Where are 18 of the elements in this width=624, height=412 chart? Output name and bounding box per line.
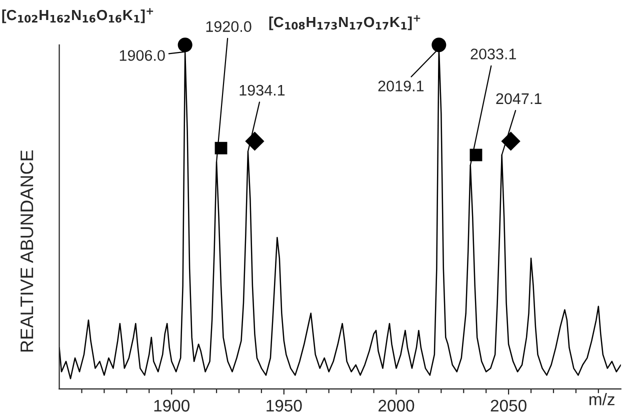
annotation: 2019.1 bbox=[378, 80, 424, 92]
point bbox=[432, 38, 446, 52]
annotation: 1934.1 bbox=[240, 84, 285, 96]
x-axis-title: m/z bbox=[590, 393, 614, 406]
x-tick-label: 2000 bbox=[378, 400, 414, 412]
text: [C$_{102}$H$_{162}$N$_{16}$O$_{16}$K$_{1}$]$^{+}$ bbox=[2, 8, 154, 24]
annotation: 2047.1 bbox=[496, 93, 542, 104]
point bbox=[245, 132, 264, 151]
annotation: 1906.0 bbox=[120, 50, 165, 61]
annotation: 1920.0 bbox=[206, 21, 252, 32]
x-tick-label: 2050 bbox=[490, 400, 526, 412]
x-tick-label: 1900 bbox=[154, 400, 190, 412]
x-tick-label: 1950 bbox=[266, 400, 302, 412]
point bbox=[501, 132, 520, 151]
text: [C$_{108}$H$_{173}$N$_{17}$O$_{17}$K$_{1}$]$^{+}$ bbox=[269, 15, 420, 30]
annotation: 2033.1 bbox=[470, 48, 516, 60]
y-axis-title: REALTIVE ABUNDANCE bbox=[20, 150, 34, 352]
point bbox=[178, 38, 192, 52]
